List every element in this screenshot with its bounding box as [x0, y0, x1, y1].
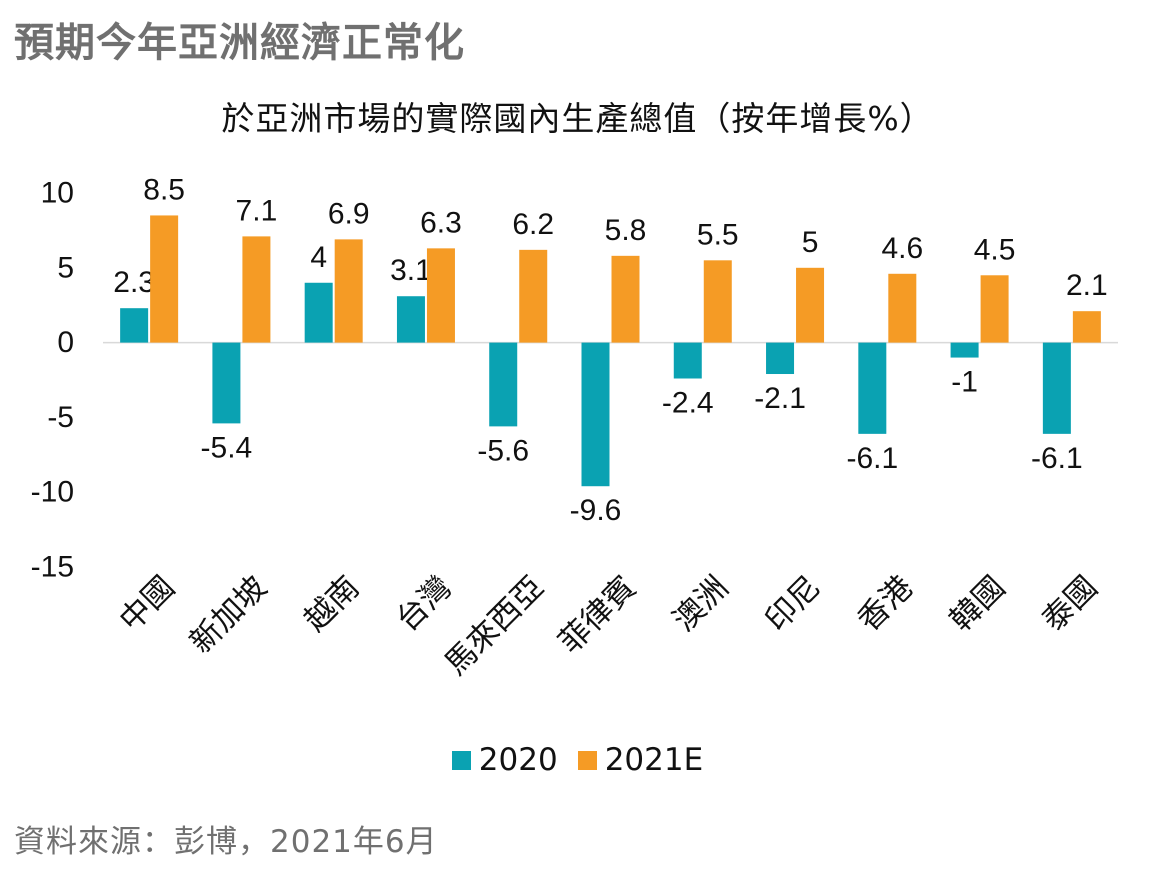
- data-label-2021e: 2.1: [1066, 269, 1108, 302]
- legend-item-2020: 2020: [451, 742, 558, 778]
- bar-2021e: [334, 239, 363, 343]
- data-label-2020: -9.6: [570, 494, 622, 527]
- x-tick-label: 馬來西亞: [438, 569, 551, 682]
- data-label-2020: 3.1: [390, 254, 432, 287]
- data-label-2021e: 5.5: [697, 218, 739, 251]
- x-tick-label: 台灣: [389, 569, 458, 638]
- data-label-2020: -2.4: [662, 387, 714, 420]
- x-tick-label: 韓國: [943, 569, 1012, 638]
- x-tick-label: 澳洲: [666, 569, 735, 638]
- x-tick-label: 印尼: [758, 569, 827, 638]
- legend-swatch-2021e: [577, 750, 597, 770]
- data-label-2021e: 6.3: [420, 206, 462, 239]
- x-tick-label: 泰國: [1035, 569, 1104, 638]
- bar-2020: [858, 342, 887, 434]
- bar-2020: [766, 342, 795, 375]
- y-tick-label: -10: [31, 476, 74, 509]
- legend-label-2021e: 2021E: [604, 742, 704, 778]
- bar-2021e: [611, 255, 640, 343]
- y-tick-label: 5: [57, 251, 74, 284]
- bar-2020: [120, 308, 149, 343]
- data-label-2021e: 4.5: [974, 233, 1016, 266]
- y-tick-label: -5: [47, 401, 74, 434]
- bar-2021e: [796, 267, 825, 343]
- bar-2020: [304, 282, 333, 343]
- bar-2020: [673, 342, 702, 379]
- bar-2021e: [980, 275, 1009, 343]
- data-label-2020: -5.6: [477, 434, 529, 467]
- x-tick-label: 越南: [297, 569, 366, 638]
- bar-2020: [581, 342, 610, 487]
- data-label-2021e: 7.1: [236, 194, 278, 227]
- y-tick-label: 0: [57, 326, 74, 359]
- headline: 預期今年亞洲經濟正常化: [14, 20, 465, 66]
- bar-2021e: [150, 215, 179, 343]
- bar-2020: [489, 342, 518, 427]
- bar-2020: [212, 342, 241, 424]
- data-label-2020: -6.1: [846, 442, 898, 475]
- x-tick-label: 中國: [113, 569, 182, 638]
- data-label-2020: -1: [951, 366, 978, 399]
- bar-2021e: [703, 260, 732, 343]
- x-tick-label: 新加坡: [183, 569, 274, 660]
- bar-2020: [1042, 342, 1071, 434]
- data-label-2021e: 5.8: [605, 214, 647, 247]
- source-note: 資料來源：彭博，2021年6月: [14, 824, 438, 860]
- bar-2020: [396, 296, 425, 343]
- data-label-2021e: 4.6: [881, 232, 923, 265]
- bar-2021e: [426, 248, 455, 343]
- legend-swatch-2020: [451, 750, 471, 770]
- data-label-2020: 2.3: [113, 266, 155, 299]
- legend-item-2021e: 2021E: [577, 742, 704, 778]
- bar-2021e: [519, 249, 548, 343]
- bar-2021e: [1072, 311, 1101, 343]
- y-tick-label: 10: [41, 177, 74, 210]
- x-tick-label: 菲律賓: [552, 569, 643, 660]
- legend-label-2020: 2020: [478, 742, 558, 778]
- data-label-2020: 4: [310, 241, 327, 274]
- bar-2020: [950, 342, 979, 358]
- x-tick-label: 香港: [851, 569, 920, 638]
- data-label-2021e: 6.2: [512, 208, 554, 241]
- data-label-2020: -6.1: [1031, 442, 1083, 475]
- legend: 2020 2021E: [0, 742, 1155, 778]
- data-label-2020: -5.4: [201, 431, 253, 464]
- data-label-2021e: 5: [802, 226, 819, 259]
- bar-2021e: [888, 273, 917, 343]
- data-label-2020: -2.1: [754, 382, 806, 415]
- data-label-2021e: 8.5: [143, 173, 185, 206]
- data-label-2021e: 6.9: [328, 197, 370, 230]
- y-tick-label: -15: [31, 551, 74, 584]
- chart-title: 於亞洲市場的實際國內生產總值（按年增長%）: [221, 99, 934, 138]
- bar-2021e: [242, 236, 271, 343]
